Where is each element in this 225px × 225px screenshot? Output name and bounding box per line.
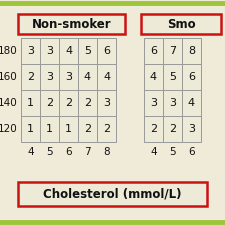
Text: 6: 6	[188, 147, 195, 157]
Bar	[144, 90, 163, 116]
Bar	[21, 90, 40, 116]
Text: 1: 1	[46, 124, 53, 134]
Text: 180: 180	[0, 46, 18, 56]
Text: 3: 3	[150, 98, 157, 108]
Text: 2: 2	[150, 124, 157, 134]
Bar	[59, 116, 78, 142]
Bar	[182, 64, 201, 90]
Text: 3: 3	[27, 46, 34, 56]
Text: 3: 3	[46, 72, 53, 82]
Text: 7: 7	[84, 147, 91, 157]
Text: 3: 3	[103, 98, 110, 108]
Text: 2: 2	[169, 124, 176, 134]
Text: 1: 1	[27, 98, 34, 108]
Bar	[182, 116, 201, 142]
Bar	[97, 90, 116, 116]
Bar	[59, 38, 78, 64]
Bar	[144, 38, 163, 64]
Bar	[163, 64, 182, 90]
FancyBboxPatch shape	[141, 14, 221, 34]
Bar	[21, 38, 40, 64]
Text: 6: 6	[65, 147, 72, 157]
Text: 4: 4	[84, 72, 91, 82]
Text: 7: 7	[169, 46, 176, 56]
Text: 6: 6	[188, 72, 195, 82]
Text: 2: 2	[27, 72, 34, 82]
Bar	[40, 38, 59, 64]
Text: 5: 5	[169, 147, 176, 157]
Bar	[97, 38, 116, 64]
Bar	[59, 64, 78, 90]
Bar	[21, 64, 40, 90]
Bar	[97, 64, 116, 90]
Bar	[78, 64, 97, 90]
Text: 2: 2	[103, 124, 110, 134]
Text: 3: 3	[169, 98, 176, 108]
Text: 4: 4	[27, 147, 34, 157]
Bar	[21, 116, 40, 142]
Text: 1: 1	[65, 124, 72, 134]
Bar	[40, 116, 59, 142]
Text: 2: 2	[46, 98, 53, 108]
Bar	[59, 90, 78, 116]
Bar	[40, 64, 59, 90]
Text: 3: 3	[188, 124, 195, 134]
Text: 160: 160	[0, 72, 18, 82]
Text: 3: 3	[46, 46, 53, 56]
Bar	[78, 116, 97, 142]
Bar	[97, 116, 116, 142]
FancyBboxPatch shape	[18, 14, 125, 34]
Text: 4: 4	[103, 72, 110, 82]
Text: 6: 6	[150, 46, 157, 56]
Bar	[182, 38, 201, 64]
Text: 4: 4	[65, 46, 72, 56]
Bar	[78, 38, 97, 64]
Text: 2: 2	[65, 98, 72, 108]
Text: 8: 8	[188, 46, 195, 56]
Bar	[182, 90, 201, 116]
Text: 4: 4	[150, 147, 157, 157]
Bar	[40, 90, 59, 116]
Bar	[144, 64, 163, 90]
Text: 2: 2	[84, 98, 91, 108]
Text: Non-smoker: Non-smoker	[32, 18, 111, 31]
Text: 5: 5	[84, 46, 91, 56]
Bar	[78, 90, 97, 116]
Text: 4: 4	[188, 98, 195, 108]
FancyBboxPatch shape	[18, 182, 207, 206]
Text: 1: 1	[27, 124, 34, 134]
Bar	[163, 38, 182, 64]
Text: 6: 6	[103, 46, 110, 56]
Text: 8: 8	[103, 147, 110, 157]
Text: 3: 3	[65, 72, 72, 82]
Text: 4: 4	[150, 72, 157, 82]
Text: Smo: Smo	[167, 18, 195, 31]
Bar	[163, 116, 182, 142]
Text: 140: 140	[0, 98, 18, 108]
Bar	[144, 116, 163, 142]
Text: 2: 2	[84, 124, 91, 134]
Text: 5: 5	[169, 72, 176, 82]
Text: 5: 5	[46, 147, 53, 157]
Text: Cholesterol (mmol/L): Cholesterol (mmol/L)	[43, 187, 182, 200]
Bar	[163, 90, 182, 116]
Text: 120: 120	[0, 124, 18, 134]
